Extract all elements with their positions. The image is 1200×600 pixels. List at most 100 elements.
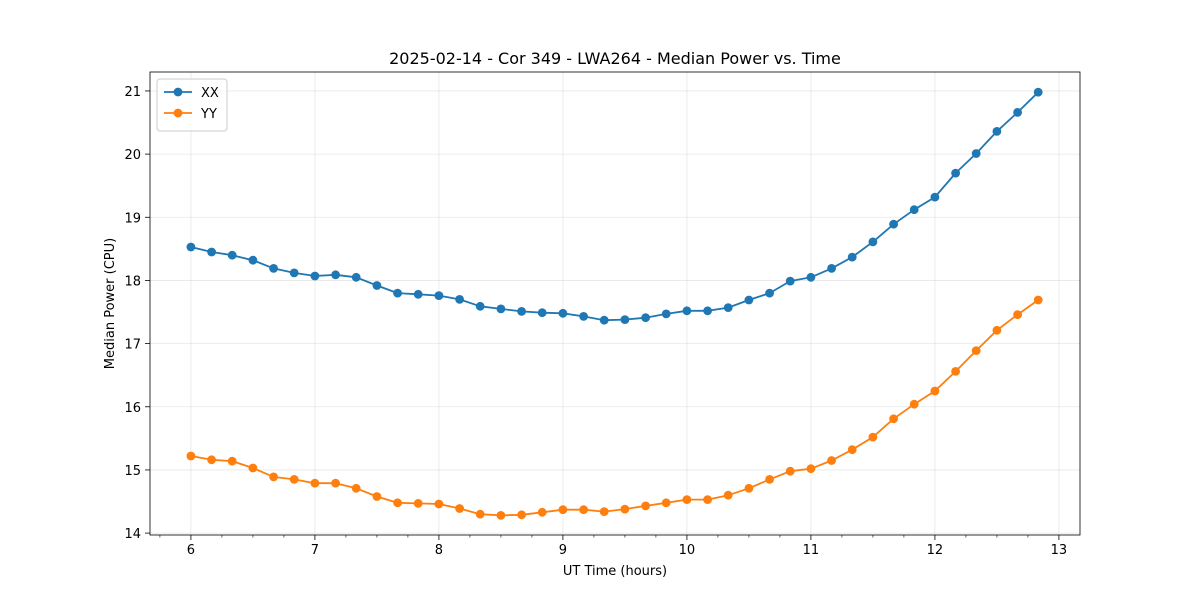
- data-point-xx: [310, 271, 320, 281]
- data-point-yy: [827, 456, 836, 465]
- data-point-xx: [889, 219, 898, 229]
- data-point-yy: [744, 483, 754, 493]
- data-point-xx: [847, 252, 857, 262]
- data-point-yy: [413, 499, 423, 508]
- data-point-xx: [579, 312, 588, 321]
- data-point-xx: [827, 264, 836, 273]
- data-point-xx: [227, 250, 237, 260]
- data-point-yy: [765, 475, 774, 484]
- x-tick-label: 7: [311, 543, 319, 558]
- data-point-xx: [641, 313, 650, 323]
- data-point-yy: [393, 498, 402, 508]
- data-point-xx: [599, 315, 609, 325]
- data-point-xx: [289, 268, 299, 278]
- legend-label-xx: XX: [201, 86, 219, 101]
- data-point-yy: [992, 325, 1002, 335]
- x-axis-label: UT Time (hours): [563, 564, 667, 579]
- data-point-xx: [992, 126, 1002, 136]
- data-point-xx: [351, 272, 361, 282]
- data-point-xx: [186, 242, 196, 252]
- data-point-yy: [620, 504, 630, 514]
- data-point-yy: [1033, 295, 1043, 305]
- data-point-yy: [289, 475, 299, 484]
- data-point-xx: [413, 289, 423, 299]
- x-tick-label: 12: [927, 543, 944, 558]
- data-point-xx: [1013, 108, 1022, 117]
- data-point-xx: [951, 168, 960, 178]
- data-point-xx: [909, 205, 919, 215]
- data-point-yy: [1013, 310, 1022, 319]
- data-point-xx: [248, 255, 258, 265]
- data-point-xx: [331, 270, 340, 280]
- y-tick-label: 20: [124, 148, 141, 163]
- data-point-xx: [971, 149, 981, 158]
- series-layer: [186, 87, 1043, 520]
- data-point-yy: [475, 509, 485, 519]
- data-point-yy: [558, 505, 568, 515]
- data-point-yy: [661, 498, 671, 508]
- data-point-xx: [744, 295, 754, 305]
- data-point-yy: [186, 451, 196, 461]
- data-point-xx: [455, 295, 464, 304]
- data-point-xx: [806, 272, 816, 282]
- data-point-yy: [847, 445, 857, 455]
- y-axis-label: Median Power (CPU): [103, 238, 118, 369]
- data-point-yy: [682, 495, 692, 504]
- data-point-yy: [537, 507, 547, 517]
- y-tick-label: 21: [124, 85, 141, 100]
- y-tick-label: 17: [124, 338, 141, 353]
- data-point-xx: [765, 288, 774, 298]
- legend-swatch-marker: [173, 108, 183, 118]
- y-tick-label: 18: [124, 274, 141, 289]
- data-point-yy: [909, 399, 919, 409]
- data-point-xx: [682, 306, 692, 316]
- data-point-xx: [661, 309, 671, 319]
- chart-title: 2025-02-14 - Cor 349 - LWA264 - Median P…: [389, 49, 841, 68]
- data-point-yy: [517, 510, 526, 520]
- data-point-yy: [951, 367, 960, 376]
- legend: XX YY: [156, 78, 228, 132]
- data-point-yy: [227, 456, 237, 466]
- data-point-yy: [579, 505, 588, 515]
- x-tick-label: 6: [187, 543, 195, 558]
- y-tick-label: 16: [124, 401, 141, 416]
- data-point-xx: [620, 315, 630, 324]
- plot-frame: [149, 71, 1081, 536]
- axis-layer: 6 7 8 9 10 11 12 13 14 15 16 17 18 19 20 21: [124, 85, 1067, 558]
- x-tick-label: 8: [435, 543, 443, 558]
- data-point-yy: [868, 432, 878, 442]
- data-point-xx: [269, 264, 278, 273]
- data-point-xx: [207, 247, 217, 257]
- y-tick-label: 19: [124, 211, 141, 226]
- data-point-yy: [599, 507, 609, 516]
- data-point-xx: [517, 307, 526, 316]
- data-point-xx: [434, 291, 444, 300]
- legend-swatch-marker: [173, 87, 183, 97]
- data-point-xx: [558, 308, 568, 318]
- grid-layer: [150, 72, 1080, 535]
- data-point-xx: [537, 308, 547, 318]
- data-point-xx: [723, 303, 733, 312]
- data-point-yy: [930, 386, 940, 396]
- data-point-yy: [971, 346, 981, 355]
- data-point-yy: [889, 414, 898, 424]
- data-point-yy: [248, 463, 258, 473]
- data-point-xx: [475, 301, 485, 311]
- data-point-xx: [1033, 87, 1043, 97]
- data-point-xx: [703, 306, 712, 316]
- data-point-xx: [785, 276, 795, 286]
- legend-label-yy: YY: [200, 107, 217, 122]
- data-point-yy: [351, 483, 361, 493]
- data-point-yy: [703, 495, 712, 504]
- data-point-yy: [207, 455, 217, 465]
- data-point-yy: [496, 511, 506, 520]
- data-point-yy: [372, 492, 382, 501]
- data-point-yy: [331, 478, 340, 488]
- data-point-yy: [455, 504, 464, 513]
- data-point-yy: [785, 466, 795, 476]
- data-point-yy: [434, 499, 444, 509]
- data-point-xx: [372, 281, 382, 290]
- x-tick-label: 13: [1051, 543, 1068, 558]
- x-tick-label: 11: [803, 543, 820, 558]
